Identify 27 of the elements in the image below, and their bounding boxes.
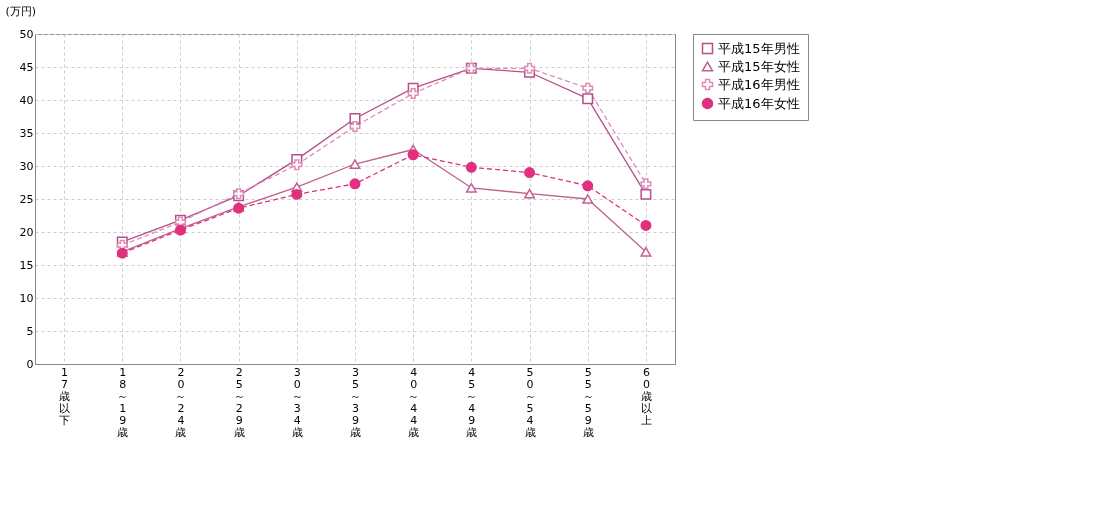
y-tick-label: 50 xyxy=(19,27,34,41)
y-tick-label: 15 xyxy=(19,258,34,272)
y-tick-label: 0 xyxy=(26,357,34,371)
y-axis-title: (万円) xyxy=(5,4,37,18)
x-tick-label: 35～39歳 xyxy=(350,365,361,439)
y-tick-label: 5 xyxy=(26,324,34,338)
legend-label: 平成16年女性 xyxy=(718,95,800,111)
legend-label: 平成15年男性 xyxy=(718,40,800,56)
y-tick-label: 35 xyxy=(19,126,34,140)
x-tick-label: 50～54歳 xyxy=(524,365,536,439)
x-tick-label: 20～24歳 xyxy=(175,365,187,439)
legend-label: 平成15年女性 xyxy=(718,58,800,74)
x-tick-label: 40～44歳 xyxy=(408,365,420,439)
x-tick-label: 17歳以下 xyxy=(59,365,71,427)
x-tick-label: 25～29歳 xyxy=(233,365,245,439)
y-tick-label: 40 xyxy=(19,93,34,107)
y-tick-label: 20 xyxy=(19,225,34,239)
y-tick-label: 45 xyxy=(19,60,34,74)
x-tick-label: 60歳以上 xyxy=(640,365,652,427)
x-tick-label: 30～34歳 xyxy=(291,365,303,439)
y-tick-label: 25 xyxy=(19,192,34,206)
y-tick-label: 30 xyxy=(19,159,34,173)
x-tick-label: 55～59歳 xyxy=(582,365,594,439)
x-tick-label: 18～19歳 xyxy=(117,365,129,439)
x-tick-label: 45～49歳 xyxy=(466,365,478,439)
y-tick-label: 10 xyxy=(19,291,34,305)
legend-label: 平成16年男性 xyxy=(718,76,800,92)
